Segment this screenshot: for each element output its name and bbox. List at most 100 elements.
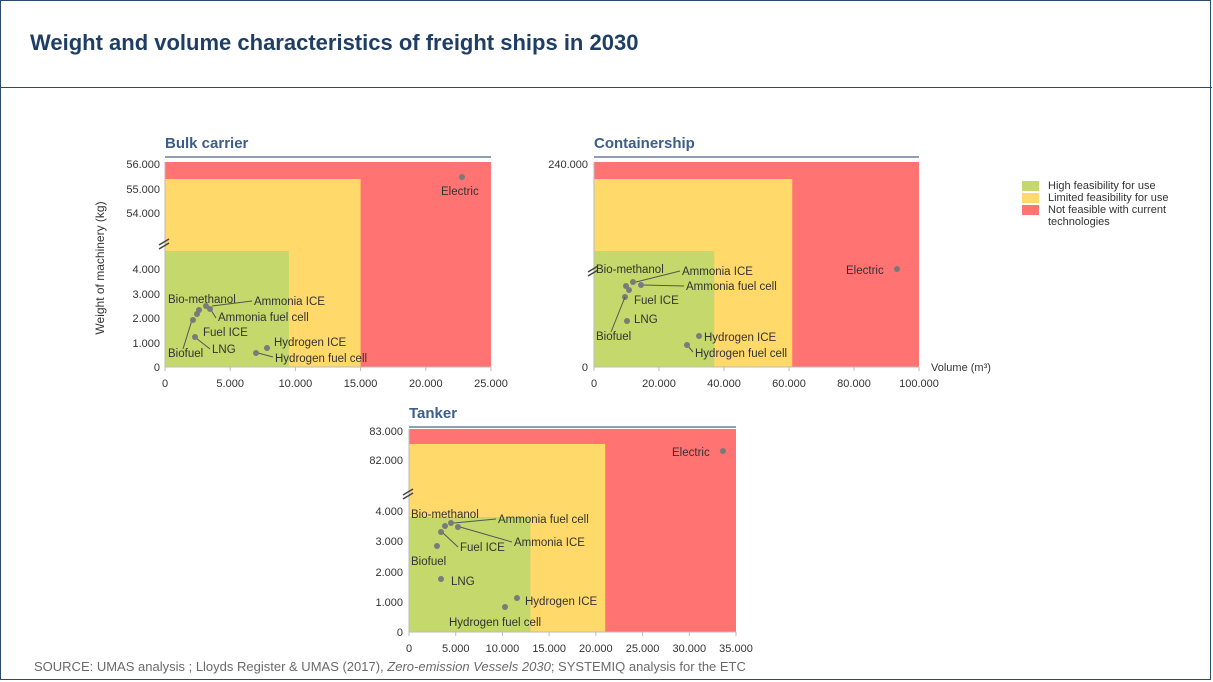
y-tick-label: 4.000 [375, 506, 403, 518]
leader-line-biofuel [182, 319, 193, 350]
y-tick-label: 83.000 [369, 426, 403, 438]
y-tick-label: 4.000 [132, 264, 160, 276]
leader-line-fuel-ice [442, 532, 459, 548]
data-label-fuel-ice: Fuel ICE [634, 295, 679, 307]
y-tick-label: 82.000 [369, 455, 403, 467]
y-tick-label: 3.000 [375, 536, 403, 548]
data-point-electric [720, 448, 726, 454]
panel-title: Containership [594, 135, 695, 152]
source-note: SOURCE: UMAS analysis ; Lloyds Register … [34, 659, 746, 674]
chart-panel-3 [402, 426, 737, 636]
data-label-electric: Electric [672, 447, 710, 459]
data-label-biofuel: Biofuel [411, 556, 446, 568]
legend-item-not-feasible: Not feasible with current technologies [1022, 204, 1208, 230]
data-label-fuel-ice: Fuel ICE [203, 327, 248, 339]
data-point-ammonia-fuel-cell [448, 520, 454, 526]
data-point-hydrogen-fuel-cell [253, 350, 259, 356]
y-tick-label: 55.000 [126, 184, 160, 196]
source-italic: Zero-emission Vessels 2030 [387, 659, 551, 674]
source-suffix: ; SYSTEMIQ analysis for the ETC [550, 659, 746, 674]
axis-break-mark [587, 269, 599, 277]
data-label-biofuel: Biofuel [168, 348, 203, 360]
legend: High feasibility for use Limited feasibi… [1022, 180, 1208, 230]
data-label-hydrogen-ice: Hydrogen ICE [704, 332, 777, 344]
x-tick-label: 25.000 [626, 643, 660, 655]
x-tick-label: 0 [406, 643, 412, 655]
page-title: Weight and volume characteristics of fre… [30, 30, 639, 55]
x-tick-label: 0 [162, 378, 168, 390]
data-label-hydrogen-fuel-cell: Hydrogen fuel cell [695, 348, 787, 360]
y-tick-label: 56.000 [126, 159, 160, 171]
x-tick-label: 10.000 [486, 643, 520, 655]
y-tick-label: 1.000 [375, 597, 403, 609]
legend-swatch-limited [1022, 193, 1039, 203]
data-label-hydrogen-ice: Hydrogen ICE [525, 596, 598, 608]
data-point-hydrogen-fuel-cell [502, 604, 508, 610]
chart-panel-1 [158, 156, 492, 371]
y-tick-label: 0 [397, 627, 403, 639]
data-label-bio-methanol: Bio-methanol [168, 294, 236, 306]
data-point-bio-methanol [442, 523, 448, 529]
x-tick-label: 80.000 [837, 378, 871, 390]
x-tick-label: 20.000 [409, 378, 443, 390]
x-axis-label: Volume (m³) [931, 362, 991, 374]
x-tick-label: 20.000 [579, 643, 613, 655]
leader-line-ammonia-ice [459, 526, 513, 543]
x-tick-label: 40.000 [707, 378, 741, 390]
legend-label-limited: Limited feasibility for use [1048, 192, 1169, 204]
data-label-bio-methanol: Bio-methanol [411, 509, 479, 521]
data-point-ammonia-fuel-cell [207, 306, 213, 312]
data-label-biofuel: Biofuel [596, 331, 631, 343]
x-tick-label: 5.000 [216, 378, 244, 390]
data-point-biofuel [624, 318, 630, 324]
y-tick-label: 2.000 [375, 567, 403, 579]
data-point-fuel-ice [194, 311, 200, 317]
leader-line-biofuel [610, 296, 626, 333]
data-label-electric: Electric [846, 265, 884, 277]
x-tick-label: 5.000 [442, 643, 470, 655]
x-tick-label: 10.000 [279, 378, 313, 390]
x-tick-label: 30.000 [672, 643, 706, 655]
data-point-fuel-ice [626, 287, 632, 293]
leader-line-ammonia-ice [211, 300, 253, 307]
data-point-lng [192, 334, 198, 340]
legend-label-not-feasible: Not feasible with current technologies [1048, 204, 1166, 228]
data-point-electric [459, 174, 465, 180]
title-divider [1, 87, 1212, 88]
data-label-hydrogen-fuel-cell: Hydrogen fuel cell [275, 353, 367, 365]
chart-panel-2 [587, 156, 920, 371]
axis-break-mark [158, 238, 170, 246]
data-label-hydrogen-fuel-cell: Hydrogen fuel cell [449, 617, 541, 629]
data-point-biofuel [190, 317, 196, 323]
x-tick-label: 35.000 [719, 643, 753, 655]
legend-item-high: High feasibility for use [1022, 180, 1208, 192]
y-axis-label: Weight of machinery (kg) [93, 201, 107, 334]
y-tick-label: 0 [154, 362, 160, 374]
panel-title: Bulk carrier [165, 135, 249, 152]
zone-high-feasibility [409, 517, 531, 632]
y-tick-label: 2.000 [132, 313, 160, 325]
data-label-ammonia-ice: Ammonia ICE [514, 537, 585, 549]
leader-line-lng [195, 337, 211, 350]
axis-break-mark [402, 488, 414, 496]
legend-swatch-high [1022, 181, 1039, 191]
x-tick-label: 20.000 [642, 378, 676, 390]
y-tick-label: 3.000 [132, 289, 160, 301]
data-point-lng [438, 576, 444, 582]
legend-swatch-not-feasible [1022, 205, 1039, 215]
data-label-ammonia-ice: Ammonia ICE [682, 266, 753, 278]
data-point-ammonia-ice [630, 279, 636, 285]
data-label-ammonia-ice: Ammonia ICE [254, 296, 325, 308]
x-tick-label: 15.000 [532, 643, 566, 655]
y-tick-label: 1.000 [132, 338, 160, 350]
panel-title: Tanker [409, 405, 457, 422]
source-prefix: SOURCE: UMAS analysis ; Lloyds Register … [34, 659, 388, 674]
data-point-hydrogen-fuel-cell [684, 342, 690, 348]
y-tick-label: 54.000 [126, 208, 160, 220]
data-label-bio-methanol: Bio-methanol [596, 264, 664, 276]
data-point-fuel-ice [438, 529, 444, 535]
data-point-hydrogen-ice [696, 333, 702, 339]
x-tick-label: 100.000 [899, 378, 939, 390]
